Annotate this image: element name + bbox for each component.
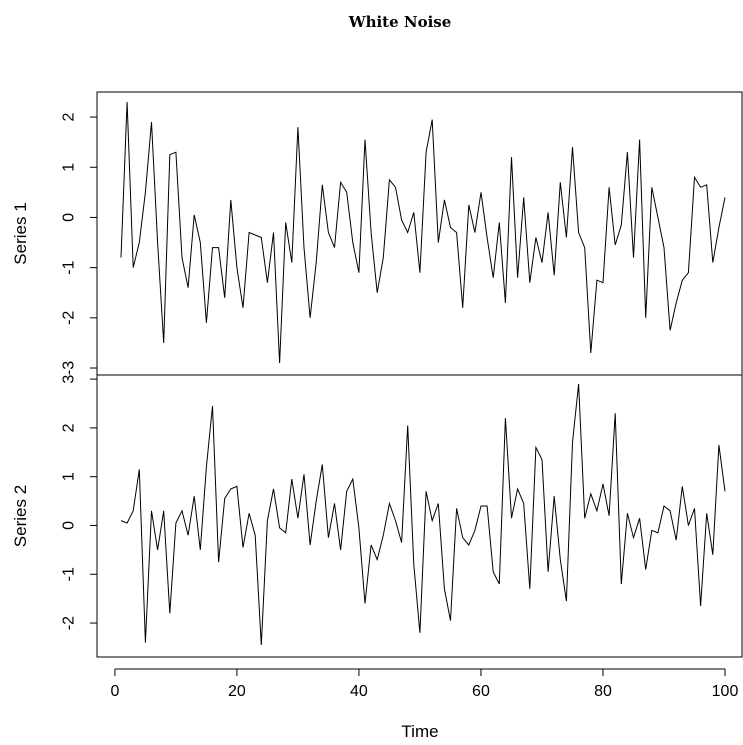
y-tick-label: -2 <box>61 616 78 630</box>
y-axis-label: Series 2 <box>11 485 30 547</box>
chart-title: White Noise <box>348 13 452 31</box>
panel-1: -3 -2 -1 0 1 2 Series 1 <box>11 91 743 376</box>
y-tick-label: -3 <box>61 361 78 375</box>
x-tick-label: 80 <box>594 683 612 700</box>
x-tick-label: 100 <box>712 683 739 700</box>
x-axis-label: Time <box>401 722 438 741</box>
y-tick-label: -1 <box>61 567 78 581</box>
x-tick-label: 20 <box>228 683 246 700</box>
panel-2: -2 -1 0 1 2 3 Series 2 <box>11 374 743 658</box>
series-line <box>120 383 726 646</box>
y-tick-label: 1 <box>61 163 78 172</box>
panel-frame <box>96 374 743 658</box>
y-tick-label: 0 <box>61 213 78 222</box>
panel-frame <box>96 91 743 376</box>
x-tick-label: 0 <box>110 683 119 700</box>
y-tick-label: 1 <box>61 472 78 481</box>
y-tick-label: 2 <box>61 113 78 122</box>
y-tick-label: -1 <box>61 260 78 274</box>
y-axis-label: Series 1 <box>11 202 30 264</box>
y-tick-label: 2 <box>61 423 78 432</box>
x-tick-label: 40 <box>350 683 368 700</box>
x-tick-label: 60 <box>472 683 490 700</box>
y-tick-label: 0 <box>61 521 78 530</box>
y-tick-label: -2 <box>61 311 78 325</box>
series-line <box>120 101 726 364</box>
y-tick-label: 3 <box>61 375 78 384</box>
